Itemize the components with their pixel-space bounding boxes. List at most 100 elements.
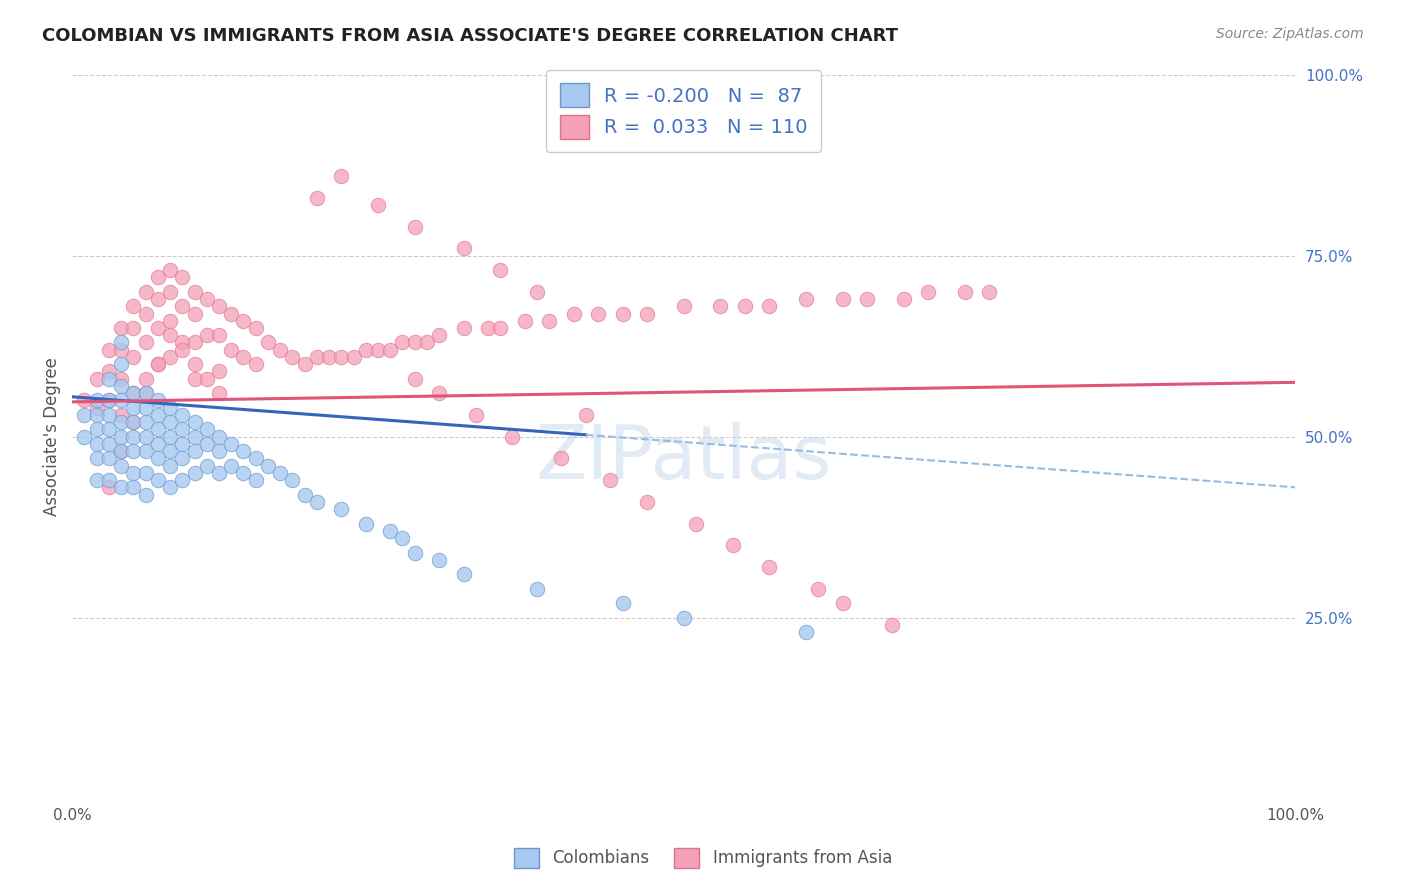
Point <box>416 335 439 350</box>
Point <box>110 343 132 357</box>
Point <box>135 401 157 415</box>
Point <box>97 437 120 451</box>
Point <box>122 386 145 401</box>
Point <box>135 285 157 299</box>
Point <box>97 372 120 386</box>
Point <box>135 306 157 320</box>
Point <box>97 473 120 487</box>
Point <box>73 408 96 422</box>
Point <box>135 466 157 480</box>
Legend: R = -0.200   N =  87, R =  0.033   N = 110: R = -0.200 N = 87, R = 0.033 N = 110 <box>546 70 821 153</box>
Point <box>404 219 426 234</box>
Point <box>195 458 218 473</box>
Point <box>172 343 194 357</box>
Point <box>477 321 499 335</box>
Point <box>794 625 817 640</box>
Point <box>807 582 830 596</box>
Point <box>97 408 120 422</box>
Point <box>586 306 609 320</box>
Legend: Colombians, Immigrants from Asia: Colombians, Immigrants from Asia <box>508 841 898 875</box>
Point <box>195 328 218 343</box>
Point <box>219 306 242 320</box>
Point <box>305 350 328 364</box>
Point <box>208 466 231 480</box>
Point <box>159 401 181 415</box>
Point <box>831 292 853 306</box>
Point <box>318 350 340 364</box>
Point <box>856 292 879 306</box>
Point <box>159 350 181 364</box>
Point <box>86 451 108 466</box>
Point <box>513 314 536 328</box>
Point <box>97 343 120 357</box>
Point <box>86 393 108 408</box>
Point <box>86 437 108 451</box>
Text: COLOMBIAN VS IMMIGRANTS FROM ASIA ASSOCIATE'S DEGREE CORRELATION CHART: COLOMBIAN VS IMMIGRANTS FROM ASIA ASSOCI… <box>42 27 898 45</box>
Point <box>599 473 621 487</box>
Point <box>612 306 634 320</box>
Point <box>172 422 194 436</box>
Point <box>183 415 205 429</box>
Point <box>122 415 145 429</box>
Point <box>135 444 157 458</box>
Point <box>208 364 231 378</box>
Point <box>758 299 780 313</box>
Point <box>453 241 475 255</box>
Y-axis label: Associate's Degree: Associate's Degree <box>44 357 60 516</box>
Point <box>208 444 231 458</box>
Point <box>232 314 254 328</box>
Point <box>172 437 194 451</box>
Point <box>172 408 194 422</box>
Point <box>636 495 658 509</box>
Point <box>245 357 267 371</box>
Text: ZIPatlas: ZIPatlas <box>536 422 832 495</box>
Point <box>122 350 145 364</box>
Point <box>427 328 450 343</box>
Point <box>122 386 145 401</box>
Point <box>880 618 903 632</box>
Point <box>232 466 254 480</box>
Point <box>257 458 280 473</box>
Point <box>86 473 108 487</box>
Point <box>269 343 291 357</box>
Point <box>159 314 181 328</box>
Point <box>159 328 181 343</box>
Point <box>73 393 96 408</box>
Point <box>257 335 280 350</box>
Point <box>86 422 108 436</box>
Point <box>183 444 205 458</box>
Point <box>146 393 169 408</box>
Point <box>550 451 572 466</box>
Point <box>146 357 169 371</box>
Point <box>758 560 780 574</box>
Point <box>245 451 267 466</box>
Point <box>73 430 96 444</box>
Point <box>979 285 1001 299</box>
Point <box>538 314 561 328</box>
Point <box>195 372 218 386</box>
Point <box>672 610 695 624</box>
Point <box>404 545 426 559</box>
Point <box>110 379 132 393</box>
Point <box>427 553 450 567</box>
Point <box>172 473 194 487</box>
Point <box>404 335 426 350</box>
Point <box>110 430 132 444</box>
Point <box>97 364 120 378</box>
Point <box>122 466 145 480</box>
Text: Source: ZipAtlas.com: Source: ZipAtlas.com <box>1216 27 1364 41</box>
Point <box>159 263 181 277</box>
Point <box>501 430 523 444</box>
Point <box>97 393 120 408</box>
Point <box>86 401 108 415</box>
Point <box>917 285 939 299</box>
Point <box>685 516 707 531</box>
Point <box>146 422 169 436</box>
Point <box>342 350 364 364</box>
Point <box>146 321 169 335</box>
Point <box>709 299 731 313</box>
Point <box>195 437 218 451</box>
Point <box>183 335 205 350</box>
Point <box>489 321 512 335</box>
Point <box>97 451 120 466</box>
